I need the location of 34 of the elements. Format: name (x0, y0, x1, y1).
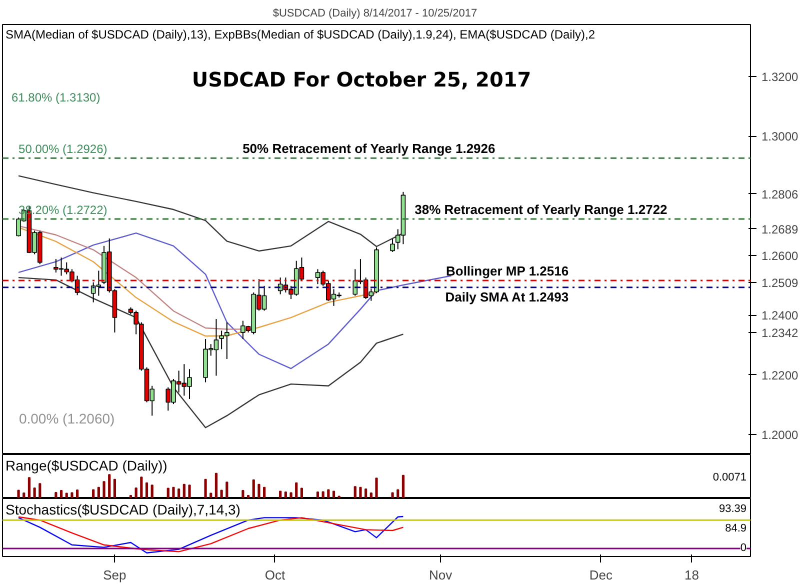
line-series (18, 175, 404, 252)
annotation: 61.80% (1.3130) (11, 90, 100, 105)
y-tick-label: 1.2000 (762, 428, 799, 442)
x-tick-label: Dec (589, 568, 613, 582)
y-tick-label: 1.3000 (762, 130, 799, 144)
x-tick-label: Nov (429, 568, 453, 582)
annotation: 50.00% (1.2926) (18, 142, 108, 156)
chart-title: Stochastics($USDCAD (Daily),7,14,3) (6, 502, 240, 518)
y-tick-label: 1.2806 (762, 187, 799, 202)
y-tick-label: 1.2400 (762, 308, 799, 323)
annotation: 84.9 (725, 522, 747, 534)
line-series (18, 276, 404, 428)
x-tick-label: Oct (264, 568, 286, 582)
y-tick-label: 1.2509 (762, 276, 799, 290)
text: 93.39 (718, 503, 747, 516)
y-tick-label: 1.3200 (762, 70, 799, 84)
candlestick (390, 238, 395, 252)
ref-line-label: 50% Retracement of Yearly Range 1.2926 (242, 141, 496, 156)
chart-subtitle: $USDCAD (Daily) 8/14/2017 - 10/25/2017 (272, 8, 478, 20)
annotation: 0 (740, 542, 747, 554)
annotation: 0.0071 (712, 472, 747, 484)
y-tick-label: 1.2600 (762, 248, 799, 263)
y-tick-label: 1.2200 (762, 368, 799, 382)
y-tick-label: 1.2342 (762, 326, 799, 340)
chart-title: Range($USDCAD (Daily)) (6, 458, 168, 474)
text: USDCAD For October 25, 2017 (192, 68, 532, 92)
y-tick-label: 1.2689 (762, 222, 799, 236)
ref-line-label: Daily SMA At 1.2493 (445, 289, 569, 304)
x-tick-label: Sep (103, 568, 126, 582)
annotation: 0.00% (1.2060) (18, 410, 115, 427)
x-tick-label: 18 (684, 568, 699, 582)
ref-line-label: 38% Retracement of Yearly Range 1.2722 (414, 202, 668, 218)
ref-line-label: Bollinger MP 1.2516 (446, 264, 569, 279)
annotation: SMA(Median of $USDCAD (Daily),13), ExpBBs(Median of $USDCAD (Daily),1.9,24), EMA($USDCAD (Daily),2 (6, 28, 596, 42)
